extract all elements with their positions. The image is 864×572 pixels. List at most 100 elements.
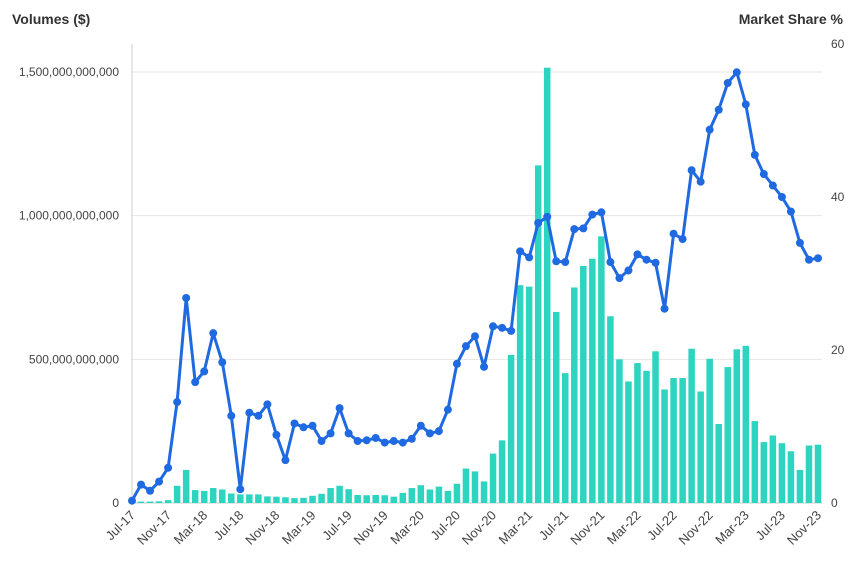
right-axis-ticks: 0 20 40 60 (831, 37, 845, 510)
volume-bar (282, 497, 289, 503)
volume-bar (715, 423, 722, 503)
volume-bar (237, 494, 244, 503)
market-share-point (732, 68, 741, 77)
volume-bar (417, 485, 425, 503)
market-share-point (814, 254, 822, 263)
volume-bar (200, 490, 208, 503)
market-share-point (498, 323, 507, 332)
market-share-point (236, 485, 245, 494)
volume-bar (580, 265, 587, 503)
market-share-point (705, 125, 714, 134)
market-share-point (272, 430, 281, 439)
x-tick-label: Jul-20 (427, 508, 463, 544)
market-share-point (660, 304, 669, 313)
volume-bars (128, 67, 822, 503)
left-tick-label: 1,000,000,000,000 (19, 209, 119, 223)
left-axis-ticks: 0 500,000,000,000 1,000,000,000,000 1,500,0… (19, 65, 119, 510)
volume-bar (643, 370, 650, 503)
volume-bar (345, 489, 352, 503)
volume-bar (498, 440, 506, 503)
volume-bar (625, 381, 632, 503)
volume-bar (354, 494, 361, 503)
market-share-point (669, 229, 678, 238)
market-share-point (750, 150, 759, 159)
market-share-point (633, 250, 642, 259)
volume-bar (309, 495, 316, 503)
right-tick-label: 60 (831, 37, 845, 51)
market-share-line (130, 70, 820, 503)
right-tick-label: 40 (831, 190, 845, 204)
market-share-point (471, 332, 479, 341)
market-share-point (128, 496, 136, 505)
market-share-point (543, 212, 552, 221)
volume-bar (246, 494, 253, 503)
right-tick-label: 20 (831, 343, 845, 357)
market-share-point (570, 225, 579, 234)
volume-bar (796, 469, 804, 503)
market-share-point (651, 258, 660, 267)
market-share-point (561, 258, 570, 267)
market-share-point (624, 266, 633, 275)
market-share-point (407, 434, 416, 443)
volume-bar (444, 490, 452, 503)
volume-bar (778, 443, 786, 503)
volume-bar (327, 488, 334, 503)
market-share-point (191, 378, 200, 387)
market-share-point (687, 166, 696, 175)
volume-bar (471, 471, 479, 503)
x-tick-label: Jul-17 (102, 508, 138, 544)
market-share-point (416, 421, 425, 430)
volume-bar (562, 373, 569, 503)
market-share-point (696, 177, 705, 186)
volume-bar (155, 501, 163, 503)
market-share-point (326, 429, 335, 438)
volume-bar (697, 391, 704, 503)
x-tick-label: Nov-23 (784, 508, 824, 548)
market-share-point (489, 322, 498, 331)
market-share-point (434, 427, 443, 436)
left-tick-label: 500,000,000,000 (29, 352, 119, 366)
market-share-point (137, 480, 146, 489)
market-share-point (768, 181, 777, 190)
market-share-point (443, 405, 452, 414)
market-share-point (371, 433, 380, 442)
volume-bar (164, 500, 172, 503)
volume-bar (688, 348, 695, 503)
volume-bar (814, 444, 822, 503)
market-share-point (263, 400, 272, 409)
volume-bar (805, 445, 813, 503)
volume-bar (742, 345, 750, 503)
market-share-point (795, 238, 804, 247)
market-share-point (353, 437, 362, 446)
market-share-point (588, 210, 597, 219)
x-tick-label: Jul-23 (752, 508, 788, 544)
volume-bar (390, 496, 398, 503)
market-share-point (398, 438, 407, 447)
x-tick-label: Nov-17 (134, 508, 174, 548)
market-share-point (281, 456, 290, 465)
market-share-point (714, 105, 723, 114)
volume-bar (408, 488, 416, 503)
x-tick-label: Jul-21 (536, 508, 572, 544)
market-share-point (678, 235, 687, 244)
volume-bar (372, 494, 379, 503)
volume-bar (607, 316, 614, 503)
market-share-points (128, 68, 822, 505)
market-share-point (642, 255, 651, 264)
volume-bar (706, 358, 713, 503)
market-share-point (218, 358, 227, 367)
market-share-point (209, 329, 218, 338)
volume-bar (453, 483, 461, 503)
volume-bar (552, 311, 560, 503)
volume-bar (661, 389, 668, 503)
market-share-point (597, 208, 606, 217)
market-share-point (200, 367, 209, 376)
market-share-point (380, 438, 389, 447)
volume-bar (589, 258, 596, 503)
volume-bar (679, 378, 686, 503)
market-share-point (425, 429, 434, 438)
market-share-point (389, 437, 398, 446)
market-share-point (362, 436, 371, 445)
